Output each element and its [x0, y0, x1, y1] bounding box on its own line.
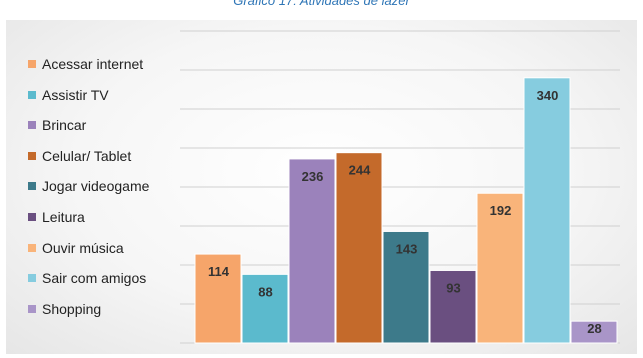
- legend-swatch: [28, 274, 36, 283]
- legend-item-2: Assistir TV: [28, 86, 109, 104]
- bar-5: [382, 230, 430, 344]
- legend-label: Sair com amigos: [42, 270, 147, 287]
- legend-label: Leitura: [42, 209, 85, 225]
- data-label-9: 28: [587, 321, 601, 336]
- data-label-4: 244: [349, 163, 371, 178]
- bar-7: [476, 192, 524, 344]
- legend-swatch: [28, 182, 36, 191]
- chart-title: Gráfico 17: Atividades de lazer: [233, 0, 410, 8]
- legend-label: Brincar: [42, 117, 87, 134]
- data-label-3: 236: [302, 169, 324, 184]
- bar-9: [570, 320, 618, 344]
- legend-label: Shopping: [42, 300, 102, 317]
- legend-item-3: Brincar: [28, 116, 86, 134]
- data-label-2: 88: [258, 284, 272, 299]
- data-label-7: 192: [490, 203, 512, 218]
- legend-swatch: [28, 121, 36, 130]
- bar-3: [288, 158, 336, 344]
- legend-item-5: Jogar videogame: [28, 177, 149, 195]
- legend-swatch: [28, 213, 36, 221]
- legend-swatch: [28, 243, 36, 252]
- legend-item-8: Sair com amigos: [28, 269, 146, 287]
- legend-swatch: [28, 304, 36, 313]
- legend-label: Assistir TV: [42, 86, 109, 103]
- legend-label: Jogar videogame: [42, 178, 150, 195]
- legend-item-9: Shopping: [28, 300, 101, 318]
- bar-2: [241, 273, 289, 344]
- legend-item-6: Leitura: [28, 208, 85, 226]
- legend-label: Acessar internet: [42, 56, 144, 72]
- legend-swatch: [28, 151, 36, 160]
- data-label-1: 114: [208, 264, 230, 279]
- legend-label: Celular/ Tablet: [42, 147, 132, 164]
- data-label-5: 143: [396, 241, 418, 256]
- bar-8: [523, 77, 571, 344]
- bar-4: [335, 152, 383, 344]
- legend-item-1: Acessar internet: [28, 55, 143, 73]
- legend-swatch: [28, 60, 36, 68]
- legend-swatch: [28, 90, 36, 99]
- data-label-6: 93: [446, 280, 460, 295]
- data-label-8: 340: [537, 88, 559, 103]
- bar-6: [429, 269, 477, 344]
- bar-1: [194, 253, 242, 344]
- legend-label: Ouvir música: [42, 239, 124, 256]
- legend-item-4: Celular/ Tablet: [28, 147, 131, 165]
- legend-item-7: Ouvir música: [28, 239, 124, 257]
